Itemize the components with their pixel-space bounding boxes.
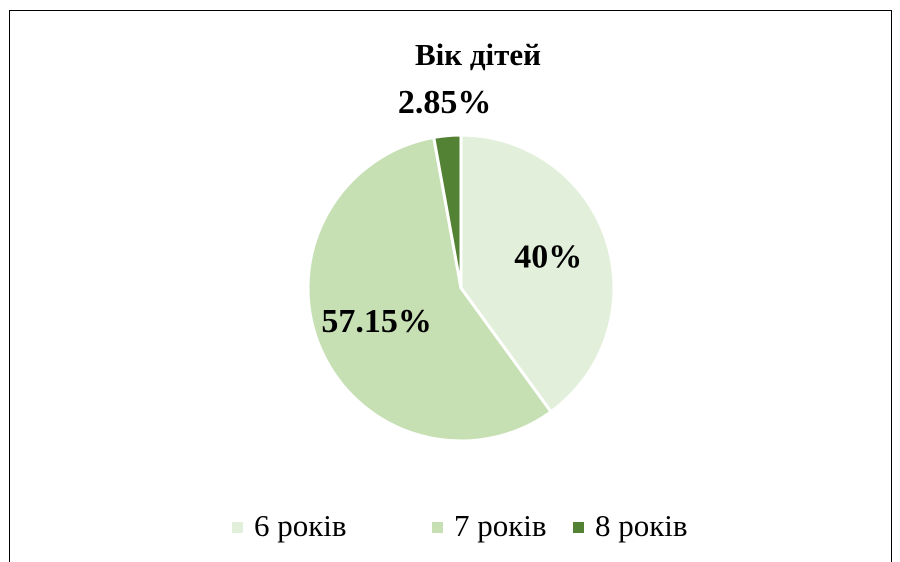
pie-slice bbox=[432, 133, 463, 289]
legend-label: 7 років bbox=[454, 508, 547, 543]
pie-slice bbox=[306, 135, 554, 443]
pie-slice bbox=[459, 133, 616, 414]
data-label: 2.85% bbox=[398, 84, 492, 121]
data-label: 40% bbox=[514, 238, 582, 275]
legend-swatch bbox=[573, 522, 584, 533]
data-label: 57.15% bbox=[321, 303, 432, 340]
legend-swatch bbox=[232, 522, 243, 533]
legend-swatch bbox=[432, 522, 443, 533]
legend-label: 6 років bbox=[254, 508, 347, 543]
legend-label: 8 років bbox=[595, 508, 688, 543]
chart-title: Вік дітей bbox=[415, 37, 541, 72]
